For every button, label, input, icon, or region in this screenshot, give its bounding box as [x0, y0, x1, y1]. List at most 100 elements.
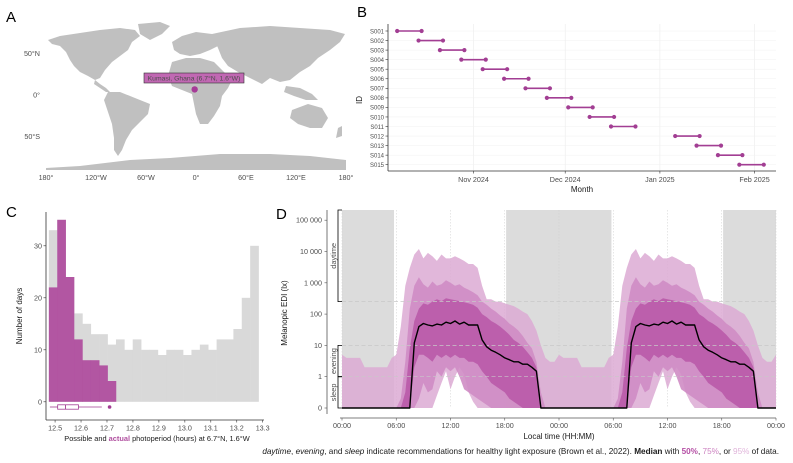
c-bar-possible	[241, 297, 251, 402]
b-end-point-S004	[483, 57, 488, 62]
d-y-tick-label: 100	[310, 310, 322, 319]
b-y-tick-label: S015	[370, 163, 385, 169]
world-landmass	[46, 22, 346, 170]
c-bar-possible	[107, 344, 117, 402]
c-x-tick-label: 12.7	[100, 424, 114, 433]
continent-greenland	[138, 22, 170, 40]
continent-africa	[168, 58, 232, 124]
b-start-point-S007	[523, 86, 528, 91]
c-bar-possible	[191, 349, 201, 402]
d-x-tick-label: 00:00	[333, 421, 351, 430]
b-y-tick-label: S013	[370, 144, 385, 150]
c-x-tick-label: 12.8	[126, 424, 140, 433]
c-x-tick-label: 12.5	[48, 424, 62, 433]
location-marker-kumasi[interactable]	[191, 86, 198, 93]
c-bar-actual	[99, 365, 108, 402]
caption-median: Median	[634, 447, 663, 456]
b-end-point-S011	[633, 124, 638, 129]
d-y-tick-label: 0	[318, 404, 322, 413]
c-bar-possible	[174, 349, 184, 402]
b-end-point-S013	[718, 143, 724, 148]
c-boxplot-box	[57, 404, 79, 410]
d-x-tick-label: 06:00	[387, 421, 405, 430]
d-x-tick-label: 00:00	[767, 421, 785, 430]
c-y-tick-label: 10	[34, 345, 42, 354]
b-end-point-S014	[740, 153, 745, 158]
d-x-tick-label: 00:00	[550, 421, 568, 430]
b-y-tick-label: S012	[370, 134, 385, 140]
b-x-tick-label: Nov 2024	[458, 175, 489, 184]
b-x-axis-title: Month	[571, 185, 593, 194]
continent-new-zealand	[336, 126, 342, 138]
d-x-tick-label: 12:00	[659, 421, 677, 430]
c-bar-actual	[65, 277, 75, 402]
caption-p95: 95%	[733, 447, 750, 456]
map-y-tick-label: 50°N	[24, 49, 40, 58]
c-bar-possible	[166, 349, 175, 402]
b-y-tick-label: S011	[370, 125, 384, 131]
continent-north-america	[48, 28, 140, 80]
continent-antarctica	[46, 154, 346, 170]
c-bar-actual	[90, 360, 100, 402]
b-x-tick-label: Dec 2024	[550, 175, 581, 184]
d-y-tick-label: 10	[314, 341, 322, 350]
continent-southeast-asia	[284, 86, 318, 100]
c-x-tick-label: 12.9	[152, 424, 166, 433]
panel-c-histogram: 0 10 20 30 12.5 12.6 12.7 12.8 12.9 13.0 13.1 13.2 1…	[15, 212, 270, 443]
caption-comma: ,	[697, 447, 703, 456]
c-x-tick-label: 13.3	[256, 424, 270, 433]
d-bracket-sleep	[337, 376, 342, 409]
d-x-tick-label: 12:00	[442, 421, 460, 430]
b-end-point-S010	[611, 114, 617, 120]
continent-asia	[212, 26, 345, 84]
map-x-tick-label: 0°	[193, 173, 200, 182]
c-bar-actual	[74, 339, 83, 402]
c-bar-actual	[107, 381, 117, 402]
c-x-tick-label: 13.1	[204, 424, 218, 433]
b-y-tick-label: S002	[370, 39, 385, 45]
b-y-tick-label: S006	[370, 77, 385, 83]
b-y-tick-label: S005	[370, 68, 385, 74]
panel-label-a: A	[6, 9, 16, 26]
b-end-point-S006	[526, 76, 531, 81]
b-start-point-S004	[459, 57, 464, 62]
continent-south-america	[104, 92, 150, 156]
c-bar-possible	[141, 349, 150, 402]
b-y-tick-label: S001	[370, 29, 385, 35]
c-bar-possible	[250, 245, 259, 402]
b-end-point-S008	[569, 95, 574, 100]
c-bar-possible	[208, 349, 217, 402]
d-x-tick-label: 18:00	[496, 421, 514, 430]
d-x-tick-label: 06:00	[604, 421, 622, 430]
location-label-background	[143, 72, 245, 84]
b-y-tick-label: S003	[370, 48, 385, 54]
d-bracket-label-sleep: sleep	[329, 384, 338, 402]
c-y-axis-title: Number of days	[15, 288, 24, 344]
b-y-axis-title: ID	[355, 96, 364, 104]
b-end-point-S012	[697, 133, 702, 139]
b-y-tick-label: S009	[370, 106, 385, 112]
d-bracket-label-evening: evening	[329, 348, 338, 374]
caption-tail: of data.	[749, 447, 779, 456]
map-x-tick-label: 60°E	[238, 173, 254, 182]
b-x-tick-label: Jan 2025	[645, 175, 675, 184]
b-x-tick-label: Feb 2025	[739, 175, 769, 184]
c-bar-possible	[124, 349, 134, 402]
d-x-axis-title: Local time (HH:MM)	[523, 432, 594, 441]
b-start-point-S002	[416, 38, 421, 43]
d-y-tick-label: 10 000	[300, 247, 322, 256]
c-x-axis-title-actual: actual	[109, 434, 130, 443]
b-start-point-S009	[566, 105, 571, 110]
c-x-axis-title-part: Possible and	[64, 434, 108, 443]
b-start-point-S015	[737, 162, 742, 167]
map-y-tick-label: 0°	[33, 91, 40, 100]
b-y-tick-label: S010	[370, 115, 385, 121]
continent-australia	[290, 104, 328, 128]
location-label: Kumasi, Ghana (6.7°N, 1.6°W)	[148, 75, 241, 83]
b-start-point-S013	[694, 143, 699, 148]
location-marker-group: Kumasi, Ghana (6.7°N, 1.6°W)	[143, 72, 245, 93]
c-bar-possible	[216, 339, 226, 402]
c-x-axis-title-part: photoperiod (hours) at 6.7°N, 1.6°W	[130, 434, 250, 443]
map-x-tick-label: 60°W	[137, 173, 155, 182]
